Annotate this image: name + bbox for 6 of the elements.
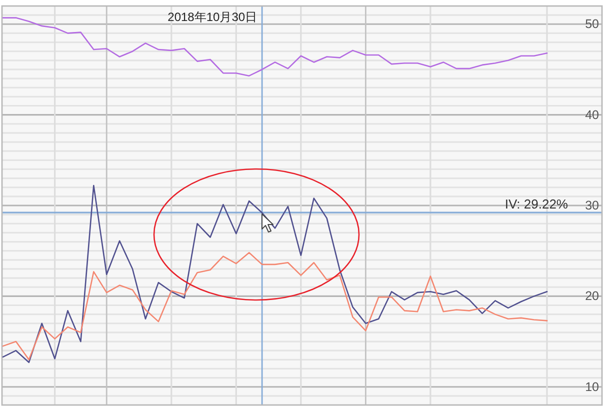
y-tick-label: 20 (585, 289, 599, 304)
annotation: 2018年10月30日 (168, 10, 258, 24)
y-tick-label: 40 (585, 108, 599, 122)
y-tick-label: 30 (585, 198, 599, 212)
y-tick-label: 10 (585, 380, 599, 394)
y-tick-label: 50 (585, 17, 599, 32)
